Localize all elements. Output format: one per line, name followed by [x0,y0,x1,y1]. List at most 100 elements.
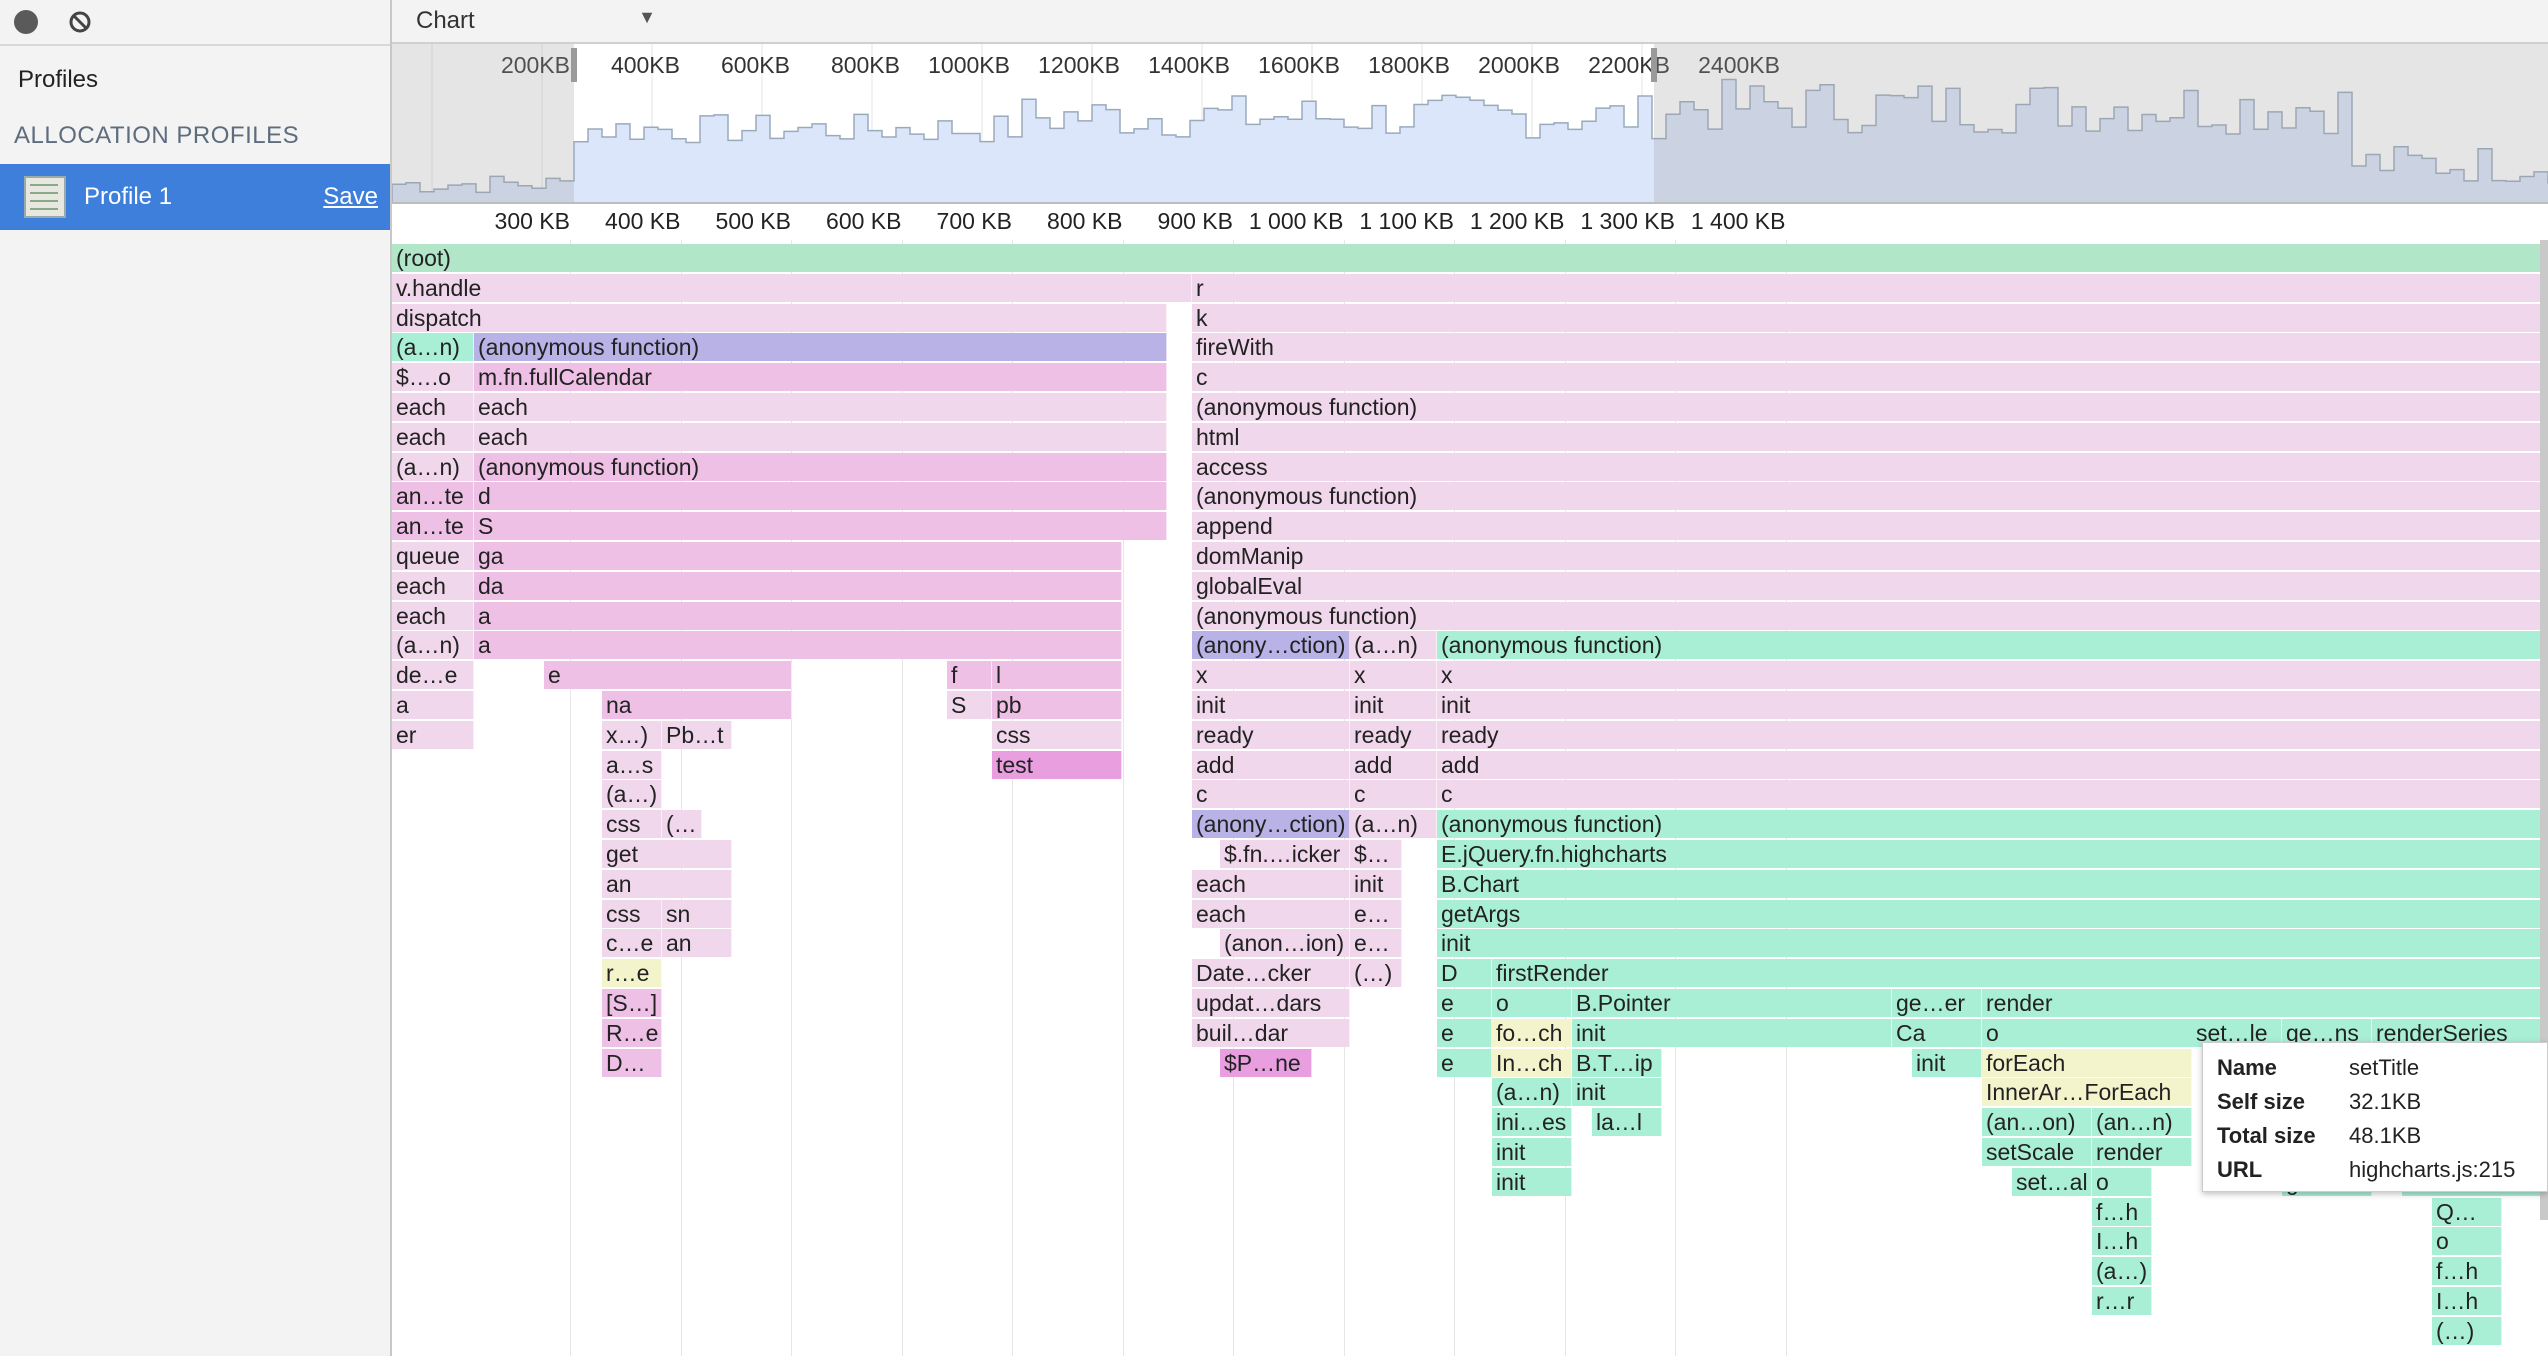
flame-frame[interactable]: (an…n) [2092,1108,2192,1137]
flame-frame[interactable]: get [602,840,732,868]
flame-frame[interactable]: B.T…ip [1572,1048,1662,1077]
flame-frame[interactable]: domManip [1192,542,2548,570]
flame-frame[interactable]: ini…es [1492,1108,1572,1137]
flame-frame[interactable]: I…h [2432,1287,2502,1315]
flame-frame[interactable]: o [1492,989,1572,1017]
flame-frame[interactable]: sn [662,899,732,928]
flame-frame[interactable]: e [1437,1048,1492,1077]
flame-frame[interactable]: er [392,720,474,749]
flame-frame[interactable]: (anonymous function) [1437,810,2548,839]
flame-frame[interactable]: InnerAr…ForEach [1982,1078,2192,1107]
flame-frame[interactable]: c [1350,780,1437,809]
flame-frame[interactable]: na [602,691,792,719]
flame-frame[interactable]: a…s [602,750,662,779]
flame-frame[interactable]: (anonymous function) [1192,393,2548,421]
range-right-handle[interactable] [1651,48,1657,82]
flame-frame[interactable]: $… [1350,840,1402,868]
flame-frame[interactable]: x…) [602,720,662,749]
flame-frame[interactable]: init [1572,1078,1662,1107]
flame-frame[interactable]: x [1437,661,2548,690]
flame-frame[interactable]: css [992,720,1122,749]
flame-frame[interactable]: init [1492,1167,1572,1196]
range-left-handle[interactable] [571,48,577,82]
flame-frame[interactable]: D… [602,1048,662,1077]
flame-frame[interactable]: E.jQuery.fn.highcharts [1437,840,2548,868]
profile-item-selected[interactable]: Profile 1 Save [0,164,390,230]
flame-frame[interactable]: d [474,482,1167,511]
flame-frame[interactable]: an [602,869,732,898]
flame-frame[interactable]: render [2092,1138,2192,1166]
flame-frame[interactable]: In…ch [1492,1048,1572,1077]
flame-frame[interactable]: each [474,422,1167,451]
flame-frame[interactable]: firstRender [1492,959,2548,988]
flame-frame[interactable]: (a…n) [392,333,474,362]
flame-frame[interactable]: (a…) [2092,1257,2152,1286]
flame-frame[interactable]: (…) [1350,959,1402,988]
flame-frame[interactable]: add [1437,750,2548,779]
flame-frame[interactable]: c [1192,363,2548,392]
flame-frame[interactable]: x [1350,661,1437,690]
flame-frame[interactable]: $.fn.…icker [1220,840,1350,868]
flame-frame[interactable]: [S…] [602,989,662,1017]
record-icon[interactable] [14,10,38,34]
profiles-label[interactable]: Profiles [18,66,99,93]
flame-frame[interactable]: access [1192,452,2548,481]
flame-frame[interactable]: de…e [392,661,474,690]
flame-frame[interactable]: l [992,661,1122,690]
flame-frame[interactable]: ge…er [1892,989,1982,1017]
flame-frame[interactable]: (a…n) [1350,810,1437,839]
flame-frame[interactable]: an…te [392,512,474,541]
flame-frame[interactable]: B.Chart [1437,869,2548,898]
flame-frame[interactable]: (anony…ction) [1192,631,1350,660]
flame-frame[interactable]: S [947,691,992,719]
flame-frame[interactable]: e… [1350,929,1402,958]
flame-frame[interactable]: each [392,422,474,451]
flame-frame[interactable]: init [1572,1018,1892,1047]
flame-frame[interactable]: $P…ne [1220,1048,1312,1077]
flame-frame[interactable]: f…h [2092,1197,2152,1226]
flame-frame[interactable]: r…r [2092,1287,2152,1315]
flame-frame[interactable]: (anonymous function) [1437,631,2548,660]
overview-timeline[interactable]: 200KB 400KB 600KB 800KB 1000KB 1200KB 1400KB 16… [392,44,2548,204]
flame-frame[interactable]: init [1437,929,2548,958]
flame-frame[interactable]: m.fn.fullCalendar [474,363,1167,392]
flame-frame[interactable]: $….o [392,363,474,392]
flame-frame[interactable]: da [474,571,1122,600]
flame-frame[interactable]: pb [992,691,1122,719]
flame-frame[interactable]: c [1437,780,2548,809]
flame-frame[interactable]: R…e [602,1018,662,1047]
flame-frame[interactable]: add [1350,750,1437,779]
flame-frame[interactable]: test [992,750,1122,779]
flame-frame[interactable]: Ca [1892,1018,1982,1047]
flame-frame[interactable]: each [392,601,474,630]
flame-frame[interactable]: css [602,899,662,928]
flame-frame[interactable]: a [392,691,474,719]
flame-frame[interactable]: a [474,601,1122,630]
flame-frame[interactable]: buil…dar [1192,1018,1350,1047]
flame-frame[interactable]: (a…n) [1492,1078,1572,1107]
flame-frame[interactable]: v.handle [392,273,1192,302]
flame-frame[interactable]: r [1192,273,2548,302]
flame-frame[interactable]: f…h [2432,1257,2502,1286]
flame-frame[interactable]: html [1192,422,2548,451]
flame-frame[interactable]: an…te [392,482,474,511]
clear-icon[interactable] [68,10,92,34]
flame-frame[interactable]: each [392,571,474,600]
flame-frame[interactable]: add [1192,750,1350,779]
flame-frame[interactable]: la…l [1592,1108,1662,1137]
flame-frame[interactable]: forEach [1982,1048,2192,1077]
flame-frame[interactable]: each [1192,899,1350,928]
flame-frame[interactable]: ready [1192,720,1350,749]
flame-frame[interactable]: fo…ch [1492,1018,1572,1047]
flame-frame[interactable]: x [1192,661,1350,690]
flame-frame[interactable]: k [1192,303,2548,332]
flame-frame[interactable]: c…e [602,929,662,958]
vertical-scrollbar[interactable] [2540,240,2548,1220]
flame-frame[interactable]: fireWith [1192,333,2548,362]
flame-frame[interactable]: o [2092,1167,2152,1196]
view-selector[interactable]: Chart ▼ [416,7,656,35]
flame-frame[interactable]: globalEval [1192,571,2548,600]
flame-frame[interactable]: (anony…ction) [1192,810,1350,839]
flame-frame[interactable]: (anonymous function) [1192,482,2548,511]
flame-frame[interactable]: dispatch [392,303,1167,332]
